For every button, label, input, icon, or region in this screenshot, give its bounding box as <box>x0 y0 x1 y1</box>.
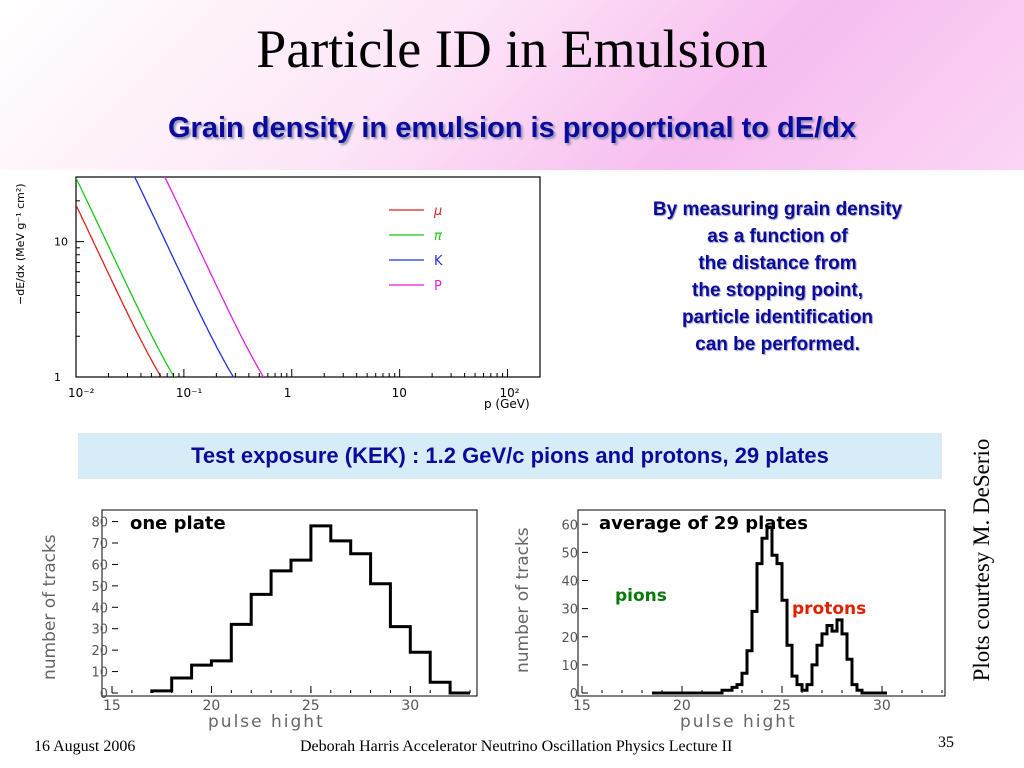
y-tick-label: 60 <box>91 558 108 573</box>
hist2-title-bg <box>595 512 943 534</box>
slide-title: Particle ID in Emulsion <box>256 19 768 79</box>
y-tick-label: 10 <box>54 236 68 249</box>
one-plate-histogram: one plate 15 20 25 30 0 10 20 30 40 50 60 70 80 numb… <box>40 509 478 732</box>
y-tick-label: 30 <box>561 603 578 618</box>
y-tick-label: 1 <box>54 371 61 384</box>
x-axis-label: p (GeV) <box>484 397 530 410</box>
protons-label: protons <box>792 599 866 619</box>
hist1-title-bg <box>126 512 296 534</box>
y-tick-label: 50 <box>91 580 108 595</box>
x-tick-label: 1 <box>284 386 292 400</box>
legend-label-0: μ <box>433 204 442 219</box>
avg-plates-histogram: average of 29 plates 15 20 25 30 0 10 20 30 40 50… <box>513 509 946 732</box>
x-tick-label: 30 <box>401 698 419 714</box>
dedx-curve-2 <box>133 177 235 377</box>
y-tick-label: 50 <box>561 546 578 561</box>
hist1-title: one plate <box>130 513 226 534</box>
x-tick-label: 15 <box>103 698 121 714</box>
pions-label: pions <box>615 586 667 606</box>
x-tick-label: 25 <box>302 698 320 714</box>
y-tick-label: 70 <box>91 537 108 552</box>
y-tick-label: 60 <box>561 518 578 533</box>
page-number: 35 <box>938 734 954 751</box>
hist2-y-label: number of tracks <box>513 527 533 673</box>
x-tick-label: 20 <box>202 698 220 714</box>
slide-subtitle: Grain density in emulsion is proportiona… <box>167 112 856 144</box>
y-tick-label: 0 <box>570 687 578 702</box>
x-tick-label: 25 <box>773 698 791 714</box>
y-tick-label: 80 <box>91 516 108 531</box>
legend-label-1: π <box>434 229 442 244</box>
legend-label-3: P <box>434 279 442 294</box>
footer-date: 16 August 2006 <box>34 738 136 755</box>
legend-label-2: K <box>434 254 443 269</box>
y-tick-label: 0 <box>100 687 108 702</box>
dedx-curve-0 <box>76 204 162 377</box>
y-tick-label: 20 <box>561 631 578 646</box>
hist1-frame <box>101 509 478 697</box>
y-tick-label: 10 <box>561 659 578 674</box>
explanation-text: By measuring grain density as a function… <box>652 199 903 355</box>
title-background <box>0 0 1024 170</box>
footer-title: Deborah Harris Accelerator Neutrino Osci… <box>300 738 733 755</box>
x-tick-label: 10⁻¹ <box>176 386 203 400</box>
hist1-x-label: pulse hight <box>208 712 325 732</box>
one-plate-panel: one plate 15 20 25 30 0 10 20 30 40 50 60 70 80 numb… <box>30 505 480 737</box>
hist2-title: average of 29 plates <box>599 513 808 534</box>
x-tick-label: 15 <box>573 698 591 714</box>
y-tick-label: 40 <box>561 575 578 590</box>
plots-courtesy: Plots courtesy M. DeSerio <box>969 438 994 682</box>
exposure-box: Test exposure (KEK) : 1.2 GeV/c pions an… <box>78 433 942 479</box>
x-tick-label: 10⁻² <box>68 386 95 400</box>
dedx-curve-1 <box>76 177 175 377</box>
y-tick-label: 20 <box>91 644 108 659</box>
hist1-y-label: number of tracks <box>40 534 60 680</box>
hist2-histogram-outline <box>652 525 887 695</box>
x-tick-label: 20 <box>673 698 691 714</box>
dedx-curve-3 <box>164 177 265 377</box>
y-tick-label: 30 <box>91 623 108 638</box>
x-tick-label: 10 <box>392 386 407 400</box>
hist2-frame <box>577 509 946 697</box>
x-tick-label: 30 <box>873 698 891 714</box>
hist2-x-label: pulse hight <box>680 712 797 732</box>
y-tick-label: 10 <box>91 666 108 681</box>
hist1-histogram-outline <box>150 524 470 695</box>
avg-plates-panel: average of 29 plates 15 20 25 30 0 10 20 30 40 50… <box>505 505 950 737</box>
y-axis-label: −dE/dx (MeV g⁻¹ cm²) <box>14 183 27 305</box>
x-tick-label: 10² <box>500 386 520 400</box>
plot-frame <box>75 176 541 378</box>
y-tick-label: 40 <box>91 601 108 616</box>
